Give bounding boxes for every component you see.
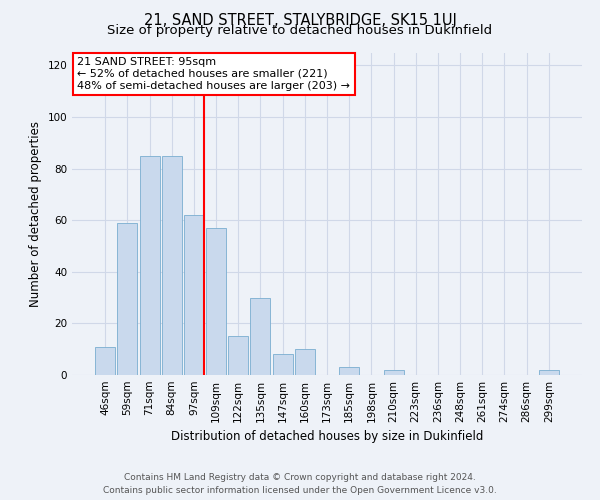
Bar (295, 349, 315, 375)
Bar (95, 346, 115, 375)
Text: Contains HM Land Registry data © Crown copyright and database right 2024.
Contai: Contains HM Land Registry data © Crown c… (103, 473, 497, 495)
Bar (272, 354, 293, 375)
Bar (162, 156, 182, 375)
Bar (118, 223, 137, 375)
Y-axis label: Number of detached properties: Number of detached properties (29, 120, 42, 306)
Bar (539, 370, 559, 375)
Text: Size of property relative to detached houses in Dukinfield: Size of property relative to detached ho… (107, 24, 493, 37)
Bar (206, 228, 226, 375)
Bar (140, 156, 160, 375)
Text: 21 SAND STREET: 95sqm
← 52% of detached houses are smaller (221)
48% of semi-det: 21 SAND STREET: 95sqm ← 52% of detached … (77, 58, 350, 90)
Bar (184, 215, 204, 375)
Bar (250, 298, 271, 375)
Bar (383, 370, 404, 375)
Bar (339, 368, 359, 375)
X-axis label: Distribution of detached houses by size in Dukinfield: Distribution of detached houses by size … (171, 430, 483, 444)
Bar (228, 336, 248, 375)
Text: 21, SAND STREET, STALYBRIDGE, SK15 1UJ: 21, SAND STREET, STALYBRIDGE, SK15 1UJ (143, 12, 457, 28)
